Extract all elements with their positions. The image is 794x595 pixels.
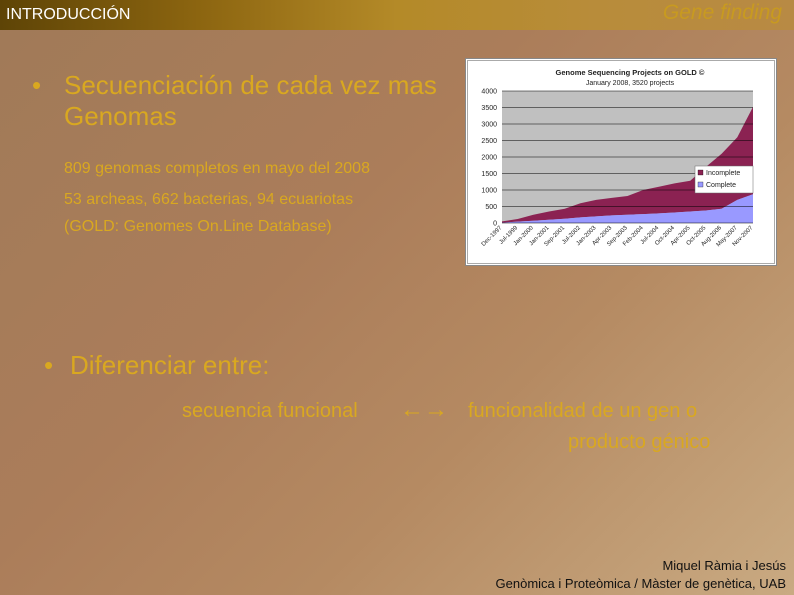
- y-tick-label: 0: [493, 221, 497, 228]
- chart-title: Genome Sequencing Projects on GOLD ©: [556, 68, 705, 77]
- y-tick-label: 3000: [481, 122, 497, 129]
- bullet-icon: •: [44, 350, 54, 380]
- legend-label: Incomplete: [706, 170, 740, 177]
- chart-subtitle: January 2008, 3520 projects: [586, 80, 675, 87]
- series-area-incomplete: [502, 106, 753, 223]
- sub-line: 809 genomas completos en mayo del 2008: [64, 160, 370, 177]
- functional-sequence: secuencia funcional: [182, 400, 358, 422]
- functionality-line1: funcionalidad de un gen o: [468, 400, 698, 422]
- gold-chart: Genome Sequencing Projects on GOLD © Jan…: [465, 58, 777, 266]
- y-tick-label: 500: [485, 204, 497, 211]
- y-tick-label: 2000: [481, 155, 497, 162]
- legend-label: Complete: [706, 182, 736, 189]
- topic-title: Gene finding: [662, 1, 782, 24]
- sub-line: (GOLD: Genomes On.Line Database): [64, 218, 332, 235]
- section-title: INTRODUCCIÓN: [6, 6, 131, 23]
- bullet-differentiate: • Diferenciar entre:: [44, 350, 269, 381]
- legend-swatch: [697, 169, 704, 176]
- sub-line: 53 archeas, 662 bacterias, 94 ecuariotas: [64, 191, 354, 208]
- legend: [694, 165, 754, 194]
- y-tick-label: 4000: [481, 89, 497, 96]
- footer-author: Miquel Ràmia i Jesús: [662, 558, 786, 573]
- bullet-text: Diferenciar entre:: [70, 350, 270, 380]
- y-tick-label: 1500: [481, 171, 497, 178]
- bullet-text: Secuenciación de cada vez mas Genomas: [64, 70, 437, 131]
- series-area-complete: [502, 194, 753, 223]
- legend-swatch: [697, 181, 704, 188]
- footer-course: Genòmica i Proteòmica / Màster de genèti…: [495, 576, 786, 591]
- bullet-icon: •: [32, 70, 42, 100]
- y-tick-label: 2500: [481, 138, 497, 145]
- y-tick-label: 3500: [481, 105, 497, 112]
- functionality-line2: producto génico: [568, 431, 711, 453]
- y-tick-label: 1000: [481, 188, 497, 195]
- header-bar: INTRODUCCIÓN Gene finding: [0, 0, 794, 30]
- double-arrow-icon: ←→: [400, 396, 448, 423]
